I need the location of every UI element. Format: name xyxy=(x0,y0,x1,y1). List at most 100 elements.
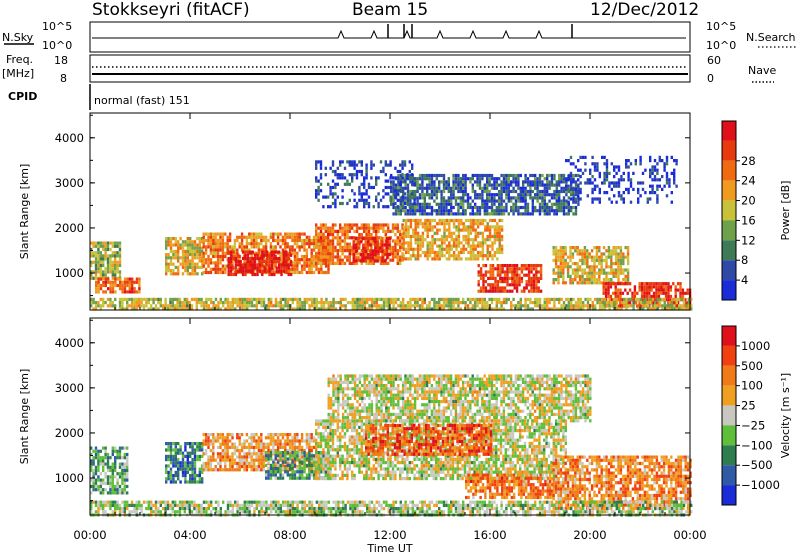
power-cell xyxy=(467,231,470,235)
power-cell xyxy=(322,301,326,305)
velocity-cell xyxy=(118,446,122,450)
power-cell xyxy=(394,212,398,216)
power-cell xyxy=(472,228,475,232)
power-cell xyxy=(217,301,220,305)
velocity-cell xyxy=(172,448,175,452)
power-cell xyxy=(406,193,410,197)
power-cell xyxy=(584,162,587,166)
power-cell xyxy=(524,212,527,216)
power-cell xyxy=(462,173,465,178)
power-cell xyxy=(360,192,363,196)
power-cell xyxy=(336,233,339,237)
power-cell xyxy=(214,261,217,265)
velocity-cell xyxy=(165,448,168,452)
power-cell xyxy=(226,304,230,308)
power-cell xyxy=(554,246,558,250)
power-cell xyxy=(248,304,251,308)
velocity-cell xyxy=(123,491,126,495)
power-cell xyxy=(118,297,122,301)
power-cell xyxy=(166,304,170,308)
velocity-cell xyxy=(99,472,102,476)
power-cell xyxy=(198,265,201,269)
power-cell xyxy=(555,209,558,213)
power-cell xyxy=(365,163,368,167)
power-cell xyxy=(416,238,420,242)
power-cell xyxy=(407,234,410,239)
velocity-cell xyxy=(104,449,107,453)
power-cell xyxy=(202,258,205,262)
power-cell xyxy=(152,307,155,311)
power-cell xyxy=(489,286,492,290)
power-cell xyxy=(426,186,429,190)
power-cell xyxy=(322,307,326,311)
power-cell xyxy=(503,289,507,293)
power-cell xyxy=(594,307,597,311)
power-cell xyxy=(196,265,199,269)
power-cell xyxy=(512,205,515,210)
power-cell xyxy=(572,193,575,197)
power-cell xyxy=(221,251,225,255)
power-cell xyxy=(352,259,355,263)
power-cell xyxy=(237,260,240,264)
power-cell xyxy=(389,249,392,253)
power-cell xyxy=(421,193,424,197)
velocity-cell xyxy=(106,475,110,479)
power-cell xyxy=(138,277,141,281)
power-cell xyxy=(656,200,659,204)
power-cell xyxy=(574,212,578,216)
power-cell xyxy=(409,202,412,206)
power-cell xyxy=(622,200,625,204)
power-cell xyxy=(605,249,608,253)
power-cell xyxy=(152,297,155,301)
nave-tick-top: 60 xyxy=(707,54,721,67)
power-cell xyxy=(355,261,359,265)
power-cell xyxy=(291,245,294,249)
power-cell xyxy=(490,212,494,216)
power-cell xyxy=(625,307,628,311)
power-cell xyxy=(355,163,359,167)
power-cell xyxy=(598,262,601,266)
power-cell xyxy=(617,278,620,282)
power-cell xyxy=(491,257,494,261)
power-cell xyxy=(344,304,347,308)
power-cell xyxy=(505,173,508,178)
power-cell xyxy=(184,253,187,257)
power-cell xyxy=(633,285,637,289)
power-cell xyxy=(375,179,378,183)
velocity-cell xyxy=(97,468,100,473)
power-cell xyxy=(288,251,292,255)
power-cell xyxy=(681,294,685,299)
power-cell xyxy=(493,250,497,255)
power-cell xyxy=(491,273,495,277)
power-cell xyxy=(356,301,359,305)
power-cell xyxy=(263,250,266,254)
power-cell xyxy=(243,297,246,301)
power-cell xyxy=(322,223,325,227)
power-cell xyxy=(435,212,438,216)
power-cell xyxy=(327,270,330,275)
power-cell xyxy=(490,209,494,213)
power-cell xyxy=(394,176,397,180)
power-cell xyxy=(102,283,105,288)
power-cell xyxy=(628,301,632,305)
velocity-cell xyxy=(90,468,93,473)
power-cell xyxy=(300,242,304,246)
velocity-cell xyxy=(102,481,105,485)
power-cell xyxy=(532,283,536,287)
power-cell xyxy=(257,254,261,259)
power-cell xyxy=(236,248,239,252)
power-cell xyxy=(181,301,184,305)
power-cell xyxy=(367,201,371,206)
power-cell xyxy=(371,249,375,253)
power-cell xyxy=(557,278,560,282)
power-cell xyxy=(498,307,501,311)
power-cell xyxy=(477,283,480,287)
power-cell xyxy=(496,247,499,251)
power-cell xyxy=(586,307,590,311)
velocity-cell xyxy=(165,442,168,446)
power-cell xyxy=(641,187,645,191)
power-cell xyxy=(212,301,215,305)
power-cell xyxy=(474,304,477,308)
power-cell xyxy=(214,251,217,255)
power-cell xyxy=(486,234,489,239)
